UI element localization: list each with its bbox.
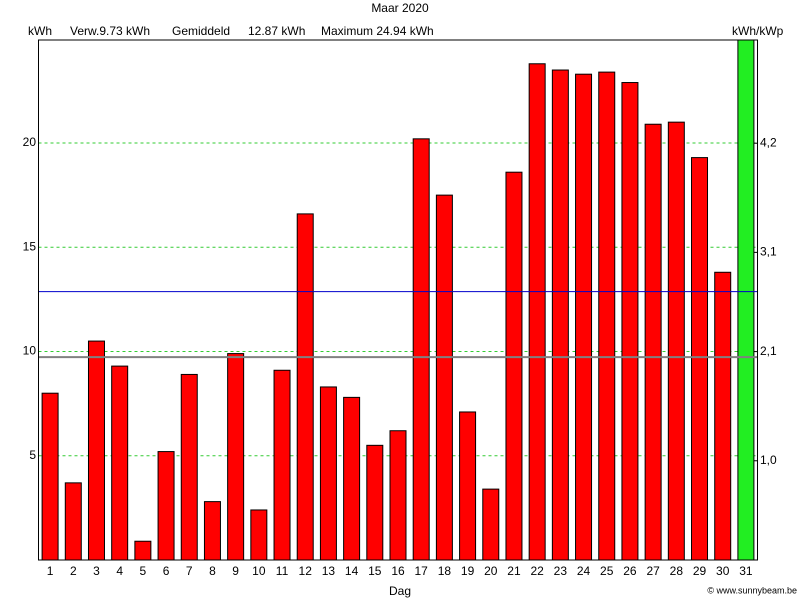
x-tick-label: 20 <box>484 564 498 578</box>
legend-label: Verw.9.73 kWh <box>70 24 150 38</box>
x-tick-label: 13 <box>322 564 336 578</box>
bar <box>134 540 152 561</box>
y-axis-label: kWh <box>28 24 52 38</box>
x-tick-label: 8 <box>209 564 216 578</box>
bar <box>644 123 662 561</box>
x-tick-label: 30 <box>716 564 730 578</box>
x-tick-label: 6 <box>163 564 170 578</box>
y-tick-label: 5 <box>29 448 36 462</box>
x-tick-label: 5 <box>140 564 147 578</box>
y-tick-label: 20 <box>23 135 37 149</box>
x-tick-label: 22 <box>530 564 544 578</box>
x-tick-label: 29 <box>693 564 707 578</box>
x-tick-label: 21 <box>507 564 521 578</box>
bar <box>621 82 639 561</box>
x-tick-label: 2 <box>70 564 77 578</box>
annotation: Maximum 24.94 kWh <box>321 24 434 38</box>
y2-tick-label: 4,2 <box>760 135 777 149</box>
x-tick-label: 16 <box>391 564 405 578</box>
x-tick-label: 14 <box>345 564 359 578</box>
bar <box>180 373 198 561</box>
bar <box>575 73 593 561</box>
x-tick-label: 27 <box>646 564 660 578</box>
bar <box>111 365 129 561</box>
bar <box>250 509 268 561</box>
plot-frame <box>38 39 758 561</box>
bar <box>203 501 221 561</box>
x-tick-label: 4 <box>116 564 123 578</box>
x-tick-label: 10 <box>252 564 266 578</box>
bar <box>157 451 175 561</box>
bar <box>737 39 755 561</box>
x-axis-label: Dag <box>389 584 411 598</box>
y2-tick-label: 3,1 <box>760 245 777 259</box>
x-tick-label: 3 <box>93 564 100 578</box>
bar <box>389 430 407 561</box>
bar <box>296 213 314 561</box>
bar <box>667 121 685 561</box>
bar <box>273 369 291 561</box>
bar <box>227 353 245 561</box>
bar <box>505 171 523 561</box>
bar <box>64 482 82 561</box>
y2-tick-label: 2,1 <box>760 344 777 358</box>
x-tick-label: 1 <box>47 564 54 578</box>
y-tick-label: 10 <box>23 344 37 358</box>
x-tick-label: 28 <box>670 564 684 578</box>
y2-tick-label: 1,0 <box>760 453 777 467</box>
footer: © www.sunnybeam.be <box>707 585 797 595</box>
x-tick-label: 25 <box>600 564 614 578</box>
legend-label: Gemiddeld <box>172 24 230 38</box>
bar <box>528 63 546 561</box>
bar <box>366 444 384 561</box>
bar <box>482 488 500 561</box>
x-tick-label: 11 <box>276 564 289 578</box>
bar <box>551 69 569 561</box>
x-tick-label: 15 <box>368 564 382 578</box>
x-tick-label: 19 <box>461 564 475 578</box>
bar <box>87 340 105 561</box>
x-tick-label: 9 <box>232 564 239 578</box>
bar <box>459 411 477 561</box>
y-tick-label: 15 <box>23 239 37 253</box>
legend-value: 12.87 kWh <box>248 24 305 38</box>
x-tick-label: 18 <box>438 564 452 578</box>
bar <box>691 157 709 561</box>
x-tick-label: 23 <box>554 564 568 578</box>
bar <box>435 194 453 561</box>
x-tick-label: 24 <box>577 564 591 578</box>
x-tick-label: 17 <box>415 564 429 578</box>
bar <box>412 138 430 561</box>
x-tick-label: 31 <box>739 564 753 578</box>
bar <box>343 396 361 561</box>
x-tick-label: 12 <box>299 564 313 578</box>
bar <box>41 392 59 561</box>
chart-title: Maar 2020 <box>371 1 429 15</box>
x-tick-label: 26 <box>623 564 637 578</box>
bar <box>714 271 732 561</box>
bar <box>319 386 337 561</box>
bar <box>598 71 616 561</box>
y2-axis-label: kWh/kWp <box>732 24 784 38</box>
x-tick-label: 7 <box>186 564 193 578</box>
